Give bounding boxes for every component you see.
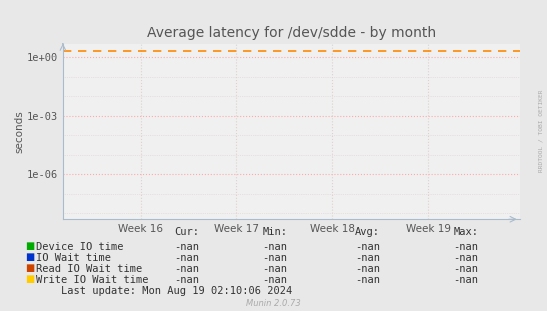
Text: RRDTOOL / TOBI OETIKER: RRDTOOL / TOBI OETIKER (538, 89, 543, 172)
Text: -nan: -nan (174, 275, 200, 285)
Text: Avg:: Avg: (355, 227, 380, 237)
Text: -nan: -nan (355, 253, 380, 263)
Text: -nan: -nan (174, 264, 200, 274)
Y-axis label: seconds: seconds (14, 110, 24, 153)
Title: Average latency for /dev/sdde - by month: Average latency for /dev/sdde - by month (147, 26, 436, 39)
Text: -nan: -nan (453, 253, 479, 263)
Text: -nan: -nan (355, 275, 380, 285)
Text: -nan: -nan (262, 253, 287, 263)
Text: -nan: -nan (262, 242, 287, 252)
Text: ■: ■ (26, 274, 34, 284)
Text: Read IO Wait time: Read IO Wait time (36, 264, 142, 274)
Text: IO Wait time: IO Wait time (36, 253, 110, 263)
Text: -nan: -nan (262, 275, 287, 285)
Text: ■: ■ (26, 263, 34, 273)
Text: -nan: -nan (355, 264, 380, 274)
Text: Max:: Max: (453, 227, 479, 237)
Text: Munin 2.0.73: Munin 2.0.73 (246, 299, 301, 308)
Text: -nan: -nan (174, 242, 200, 252)
Text: -nan: -nan (174, 253, 200, 263)
Text: ■: ■ (26, 252, 34, 262)
Text: -nan: -nan (453, 275, 479, 285)
Text: -nan: -nan (453, 264, 479, 274)
Text: Write IO Wait time: Write IO Wait time (36, 275, 148, 285)
Text: Cur:: Cur: (174, 227, 200, 237)
Text: -nan: -nan (453, 242, 479, 252)
Text: Last update: Mon Aug 19 02:10:06 2024: Last update: Mon Aug 19 02:10:06 2024 (61, 286, 293, 296)
Text: -nan: -nan (355, 242, 380, 252)
Text: -nan: -nan (262, 264, 287, 274)
Text: Device IO time: Device IO time (36, 242, 123, 252)
Text: Min:: Min: (262, 227, 287, 237)
Text: ■: ■ (26, 241, 34, 251)
